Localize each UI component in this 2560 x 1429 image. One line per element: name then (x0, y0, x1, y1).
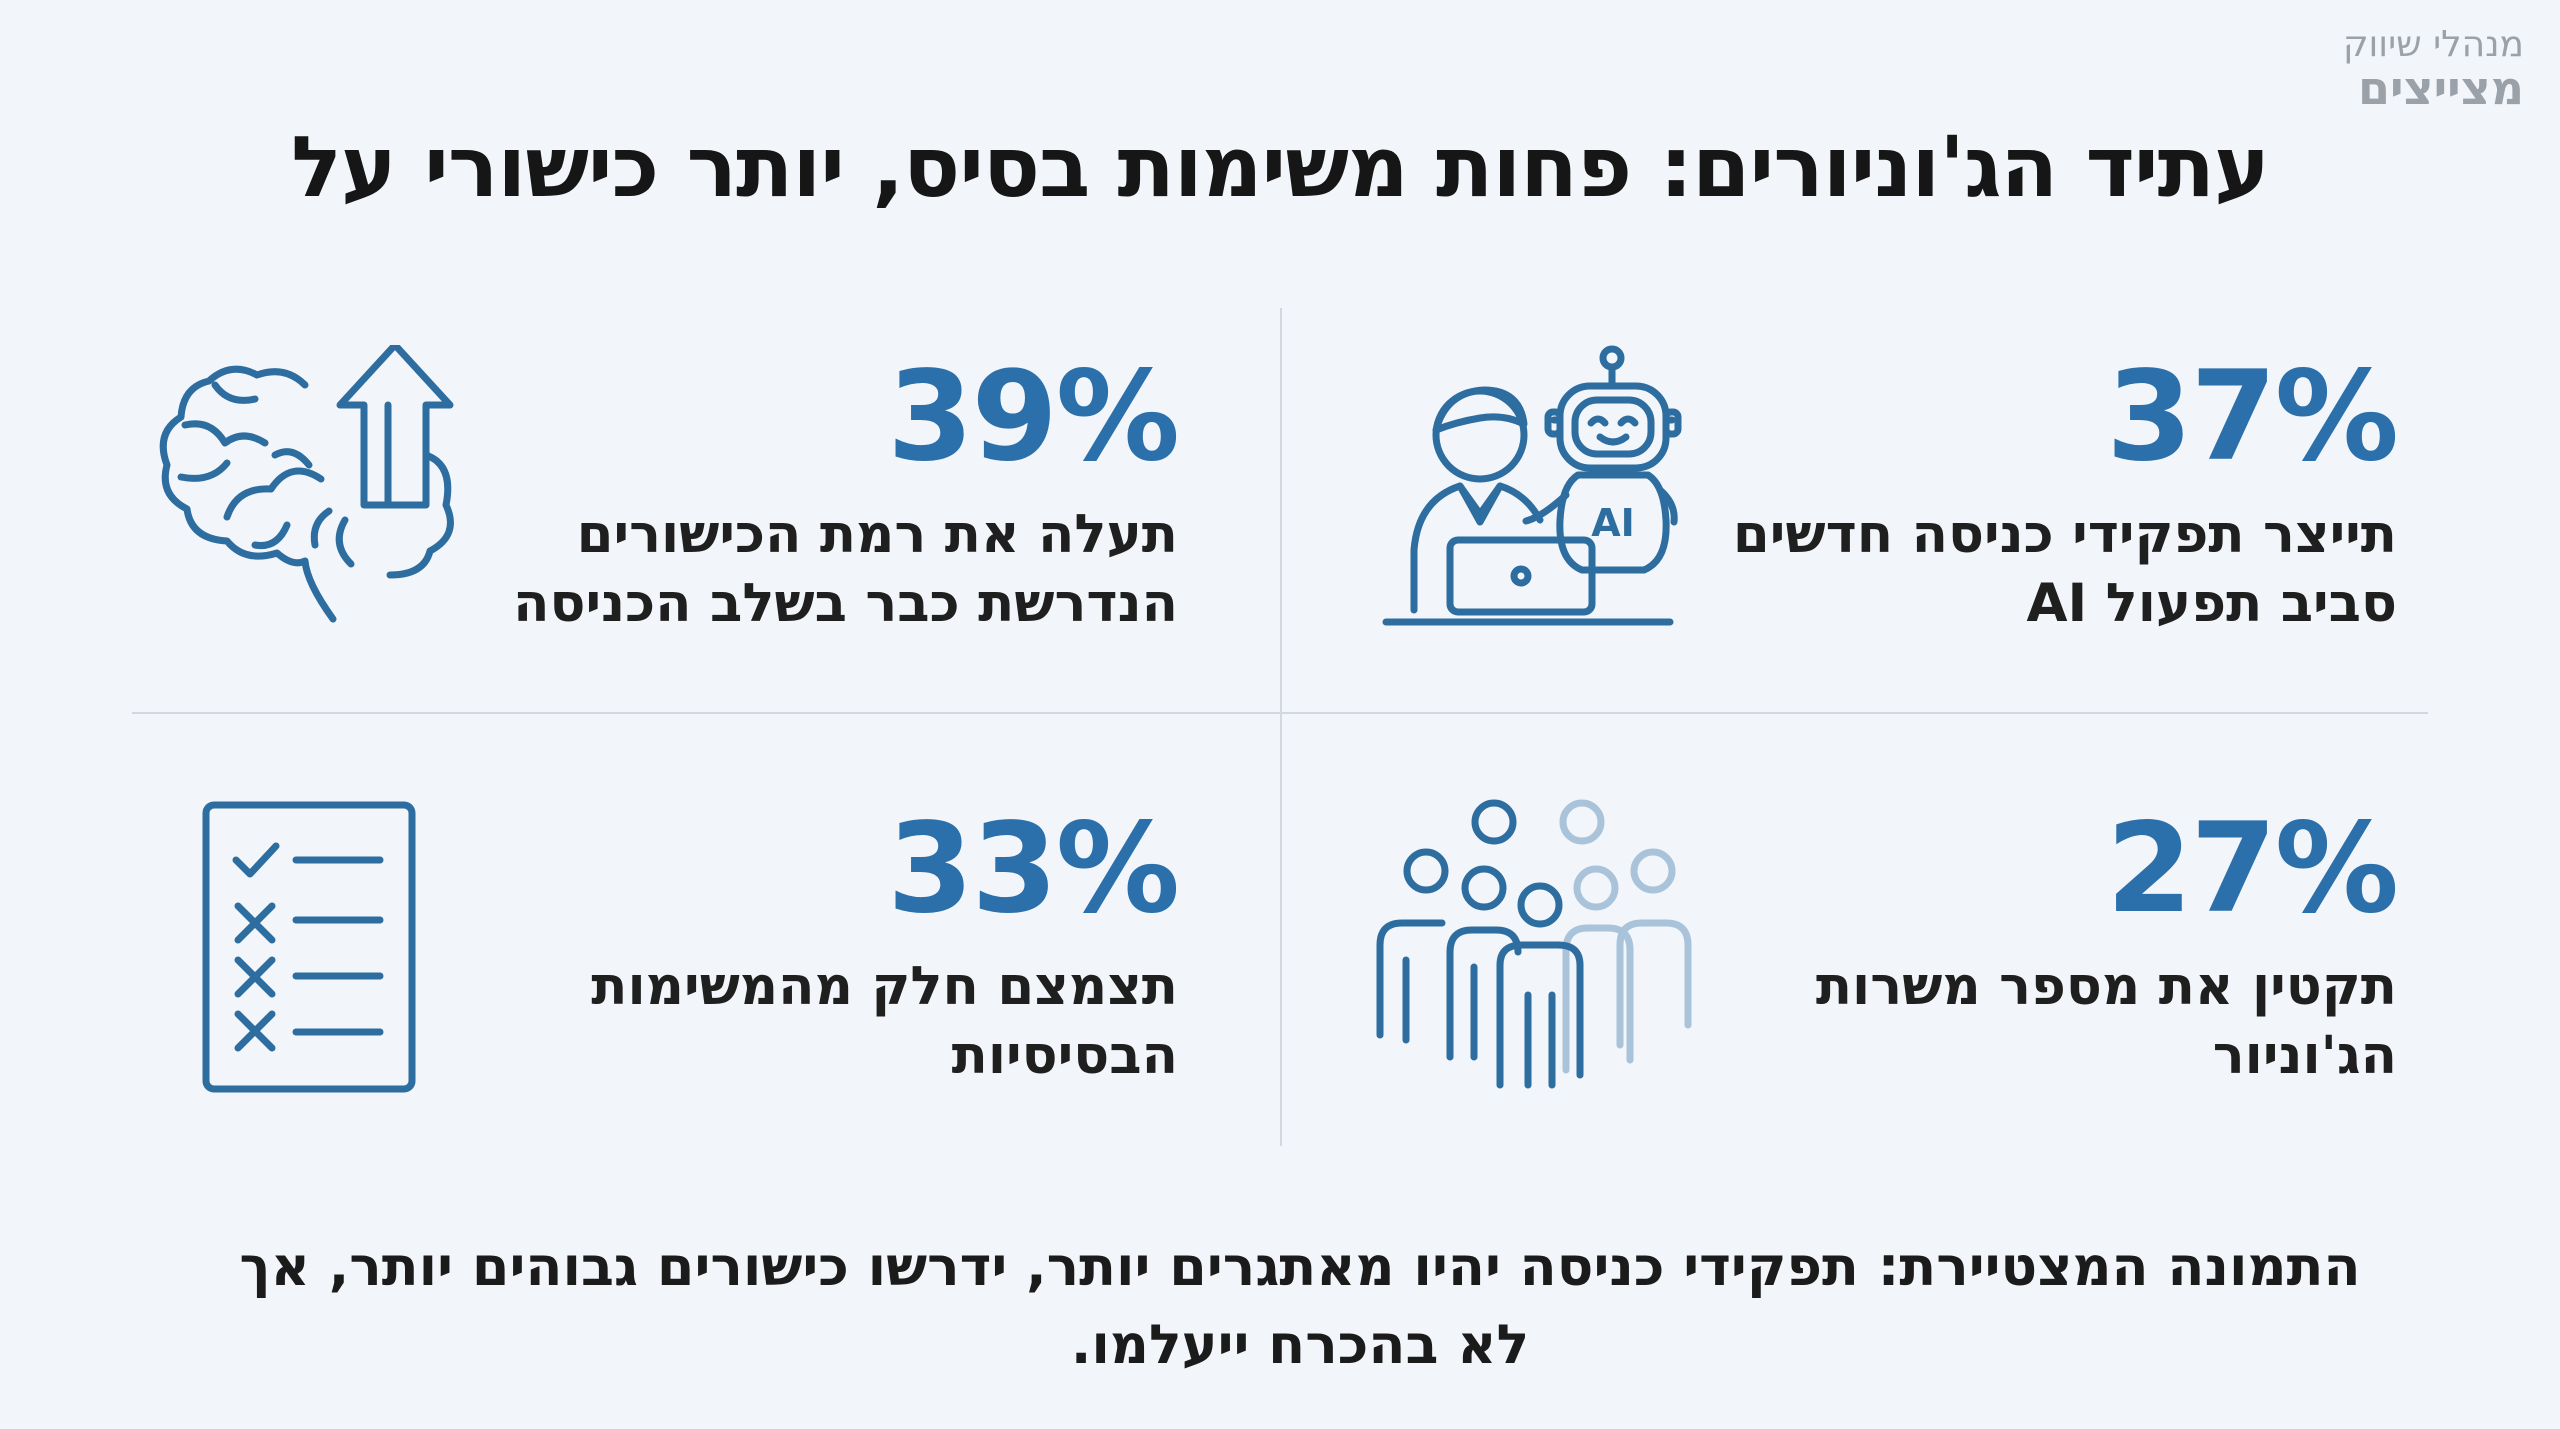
vertical-divider (1280, 308, 1282, 1146)
stat-block-33: 33% תצמצם חלק מהמשימות הבסיסיות (458, 797, 1180, 1091)
stat-value: 33% (887, 797, 1180, 941)
brand-line2: מצייצים (2357, 60, 2524, 115)
brand-logo: מנהלי שיווק מצייצים (2343, 26, 2524, 112)
people-group-icon (1376, 799, 1692, 1089)
page-title: עתיד הג'וניורים: פחות משימות בסיס, יותר … (291, 118, 2270, 216)
stat-value: 37% (2106, 345, 2399, 489)
brand-line1: מנהלי שיווק (2342, 24, 2524, 65)
stat-block-37: 37% תייצר תפקידי כניסה חדשים סביב תפעול … (1677, 345, 2399, 639)
footer-summary: התמונה המצטיירת: תפקידי כניסה יהיו מאתגר… (239, 1235, 2361, 1377)
horizontal-divider (132, 712, 2428, 714)
checklist-icon (202, 801, 416, 1093)
stat-description: תקטין את מספר משרות הג'וניור (1815, 956, 2397, 1086)
stat-block-39: 39% תעלה את רמת הכישורים הנדרשת כבר בשלב… (458, 345, 1180, 639)
stat-description: תעלה את רמת הכישורים הנדרשת כבר בשלב הכנ… (513, 504, 1178, 634)
ai-badge-text: AI (1591, 501, 1635, 545)
brain-arrow-up-icon (159, 345, 454, 623)
stat-value: 27% (2106, 797, 2399, 941)
stat-block-27: 27% תקטין את מספר משרות הג'וניור (1677, 797, 2399, 1091)
stat-value: 39% (887, 345, 1180, 489)
stat-description: תצמצם חלק מהמשימות הבסיסיות (591, 956, 1178, 1086)
stat-description: תייצר תפקידי כניסה חדשים סביב תפעול AI (1732, 504, 2397, 634)
robot-person-laptop-icon: AI (1382, 345, 1682, 626)
